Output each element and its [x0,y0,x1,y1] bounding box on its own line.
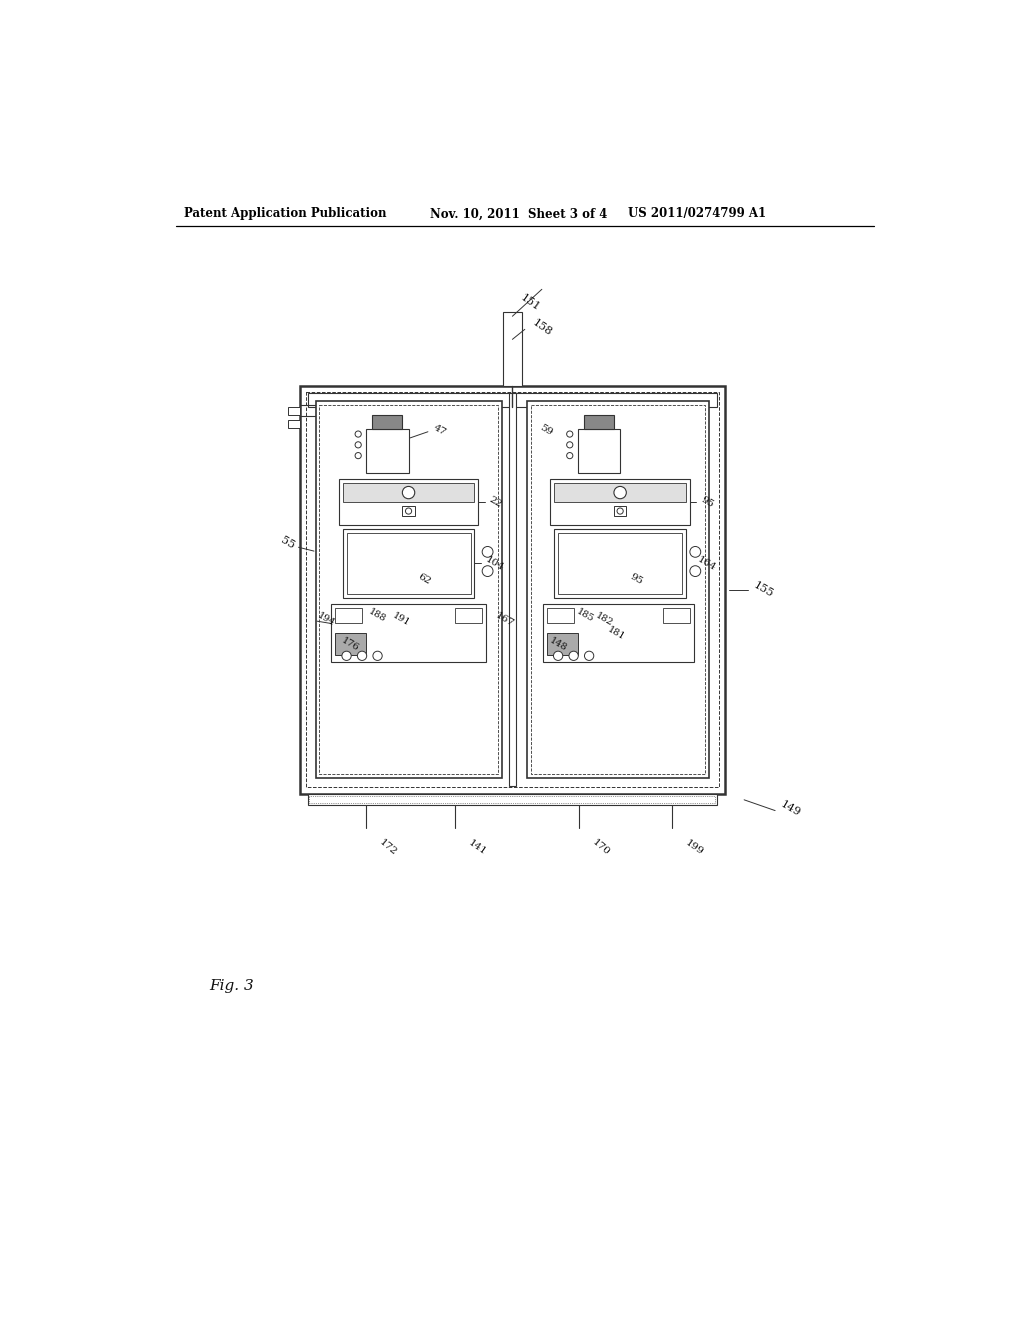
Bar [527,401,710,779]
Text: 104: 104 [483,554,506,573]
Text: 149: 149 [779,800,803,818]
Circle shape [566,453,572,459]
Bar [300,385,725,793]
Bar [331,605,486,663]
Circle shape [406,508,412,515]
Bar [550,479,690,525]
Bar [402,506,415,516]
Circle shape [482,546,493,557]
Circle shape [357,651,367,660]
Circle shape [355,442,361,447]
Text: 170: 170 [591,838,611,858]
Text: 199: 199 [684,838,706,857]
Bar [614,506,627,516]
Text: 181: 181 [606,624,627,642]
Bar [339,479,478,525]
Text: Fig. 3: Fig. 3 [209,979,254,993]
Bar [543,605,693,663]
Bar [335,609,362,623]
Circle shape [373,651,382,660]
Text: 176: 176 [340,636,360,653]
Text: 158: 158 [530,318,553,338]
Text: 62: 62 [417,572,432,586]
Text: 191: 191 [390,611,411,628]
Bar [308,393,717,407]
Bar [308,793,717,805]
Text: 59: 59 [539,422,554,437]
Bar [554,483,686,502]
Bar [309,796,716,803]
Circle shape [566,430,572,437]
Bar [455,609,482,623]
Circle shape [614,487,627,499]
Text: 148: 148 [548,636,568,653]
Circle shape [342,651,351,660]
Bar [663,609,690,623]
Bar [315,401,502,779]
Text: 47: 47 [432,422,447,437]
Bar [547,634,578,655]
Bar [289,420,300,428]
Text: Nov. 10, 2011  Sheet 3 of 4: Nov. 10, 2011 Sheet 3 of 4 [430,207,607,220]
Text: 95: 95 [699,495,715,510]
Bar [531,405,706,775]
Text: 55: 55 [279,536,296,552]
Bar [319,405,498,775]
Text: 167: 167 [494,611,515,628]
Text: 151: 151 [518,293,542,313]
Circle shape [355,430,361,437]
Bar [289,407,300,414]
Text: 95: 95 [628,572,644,586]
Text: 194: 194 [315,611,336,628]
Bar [343,483,474,502]
Text: 172: 172 [378,838,398,858]
Bar [558,533,682,594]
Circle shape [402,487,415,499]
Bar [578,429,621,473]
Text: Patent Application Publication: Patent Application Publication [183,207,386,220]
Bar [372,414,402,429]
Circle shape [690,546,700,557]
Bar [584,414,614,429]
Text: 188: 188 [368,607,388,624]
Bar [335,634,366,655]
Text: 164: 164 [695,554,717,573]
Bar [554,529,686,598]
Circle shape [554,651,563,660]
Text: 22: 22 [487,495,504,510]
Circle shape [482,566,493,577]
Circle shape [690,566,700,577]
Bar [509,393,516,785]
Bar [346,533,471,594]
Bar [503,313,521,385]
Text: 141: 141 [467,838,488,857]
Bar [343,529,474,598]
Bar [306,392,719,788]
Text: US 2011/0274799 A1: US 2011/0274799 A1 [628,207,766,220]
Circle shape [569,651,579,660]
Bar [547,609,573,623]
Text: 185: 185 [575,607,596,624]
Circle shape [355,453,361,459]
Text: 155: 155 [752,579,775,599]
Circle shape [617,508,624,515]
Text: 182: 182 [594,611,615,628]
Bar [366,429,409,473]
Circle shape [585,651,594,660]
Circle shape [566,442,572,447]
